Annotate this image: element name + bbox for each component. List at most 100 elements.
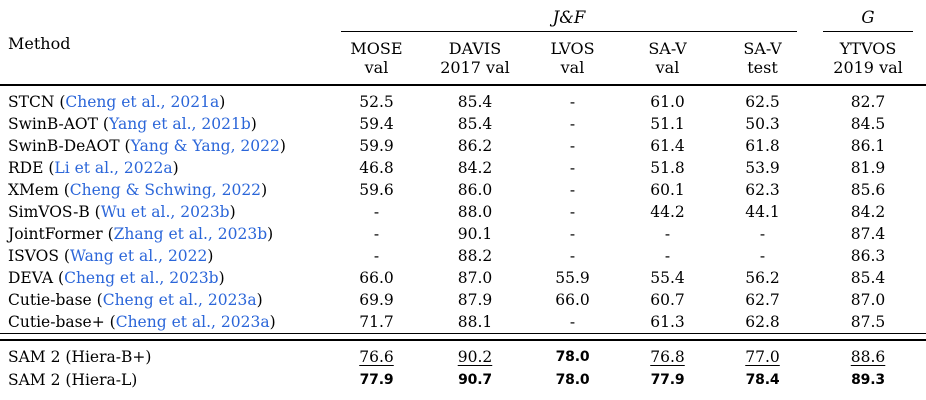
method-name: SimVOS-B	[8, 203, 95, 221]
value-cell: 61.3	[650, 313, 685, 331]
citation-close-paren: )	[172, 159, 179, 177]
method-name: ISVOS	[8, 247, 64, 265]
metric-value: 78.0	[555, 372, 590, 388]
method-name: Cutie-base+	[8, 313, 110, 331]
value-cell: 78.4	[715, 368, 810, 391]
table-row: Cutie-base+ (Cheng et al., 2023a) 71.7 88.…	[0, 311, 926, 334]
method-cell: RDE (Li et al., 2022a)	[0, 157, 328, 179]
value-cell: 87.5	[850, 313, 886, 331]
value-cell: 76.6	[328, 340, 425, 368]
citation-link[interactable]: Yang & Yang, 2022	[130, 137, 280, 155]
citation-open-paren: (	[63, 181, 70, 199]
citation-close-paren: )	[279, 137, 286, 155]
method-name: SAM 2 (Hiera-B+)	[8, 347, 152, 366]
value-cell: 76.8	[620, 340, 715, 368]
value-cell: -	[569, 225, 576, 243]
citation-link[interactable]: Li et al., 2022a	[54, 159, 173, 177]
value-cell: 62.5	[745, 93, 780, 111]
table-row: DEVA (Cheng et al., 2023b) 66.0 87.0 55.9 55…	[0, 267, 926, 289]
value-cell: -	[759, 225, 766, 243]
citation-close-paren: )	[261, 181, 268, 199]
method-name: SAM 2 (Hiera-L)	[8, 370, 138, 389]
value-cell: 77.9	[328, 368, 425, 391]
citation-link[interactable]: Wu et al., 2023b	[100, 203, 230, 221]
citation-open-paren: (	[124, 137, 131, 155]
value-cell: 86.3	[850, 247, 886, 265]
method-name: Cutie-base	[8, 291, 97, 309]
table-row: JointFormer (Zhang et al., 2023b) - 90.1 - -…	[0, 223, 926, 245]
citation-link[interactable]: Wang et al., 2022	[69, 247, 208, 265]
metric-value: 89.3	[851, 372, 885, 388]
value-cell: 90.2	[425, 340, 525, 368]
method-cell: SAM 2 (Hiera-L)	[0, 368, 328, 391]
value-cell: 62.7	[745, 291, 780, 309]
value-cell: 87.4	[850, 225, 886, 243]
table-row: SAM 2 (Hiera-B+) 76.6 90.2 78.0 76.8 77.0 88.6	[0, 340, 926, 368]
method-name: RDE	[8, 159, 49, 177]
col-header-mose: MOSE	[350, 39, 403, 58]
citation-open-paren: (	[109, 313, 116, 331]
metric-value: 77.9	[650, 372, 685, 388]
value-cell: -	[569, 115, 576, 133]
table-header: Method J&F G MOSE DAVIS LVOS SA-V SA-V Y…	[0, 2, 926, 86]
citation-open-paren: (	[107, 225, 114, 243]
value-cell: 77.9	[620, 368, 715, 391]
method-name: SwinB-AOT	[8, 115, 103, 133]
col-sub-mose: val	[328, 58, 425, 86]
metric-value: 76.8	[650, 347, 685, 366]
method-cell: SimVOS-B (Wu et al., 2023b)	[0, 201, 328, 223]
value-cell: 90.1	[457, 225, 493, 243]
table-row: ISVOS (Wang et al., 2022) - 88.2 - - - 86.3	[0, 245, 926, 267]
value-cell: 55.4	[650, 269, 685, 287]
value-cell: -	[373, 203, 380, 221]
method-cell: JointFormer (Zhang et al., 2023b)	[0, 223, 328, 245]
citation-link[interactable]: Cheng et al., 2021a	[65, 93, 220, 111]
value-cell: -	[664, 225, 671, 243]
method-name: SwinB-DeAOT	[8, 137, 125, 155]
value-cell: 66.0	[359, 269, 394, 287]
value-cell: 44.2	[650, 203, 685, 221]
citation-link[interactable]: Cheng et al., 2023a	[102, 291, 257, 309]
value-cell: -	[569, 247, 576, 265]
value-cell: 86.0	[457, 181, 493, 199]
citation-open-paren: (	[59, 93, 66, 111]
metric-value: 78.0	[555, 349, 590, 365]
value-cell: -	[569, 203, 576, 221]
col-header-sav-test: SA-V	[743, 39, 782, 58]
divider-rule	[0, 333, 926, 341]
method-name: STCN	[8, 93, 60, 111]
value-cell: 66.0	[555, 291, 590, 309]
value-cell: 85.4	[457, 115, 493, 133]
value-cell: -	[569, 137, 576, 155]
citation-link[interactable]: Cheng & Schwing, 2022	[69, 181, 262, 199]
citation-link[interactable]: Yang et al., 2021b	[108, 115, 251, 133]
value-cell: 71.7	[359, 313, 394, 331]
citation-link[interactable]: Cheng et al., 2023b	[64, 269, 219, 287]
citation-link[interactable]: Zhang et al., 2023b	[113, 225, 268, 243]
method-column-header: Method	[0, 2, 328, 86]
value-cell: -	[373, 225, 380, 243]
citation-close-paren: )	[219, 93, 226, 111]
col-sub-davis: 2017 val	[425, 58, 525, 86]
method-cell: SwinB-AOT (Yang et al., 2021b)	[0, 113, 328, 135]
value-cell: 81.9	[850, 159, 886, 177]
method-cell: XMem (Cheng & Schwing, 2022)	[0, 179, 328, 201]
metric-value: 77.9	[359, 372, 394, 388]
metric-value: 90.2	[457, 347, 493, 366]
value-cell: 87.0	[457, 269, 493, 287]
value-cell: 52.5	[359, 93, 394, 111]
value-cell: -	[664, 247, 671, 265]
value-cell: 88.0	[457, 203, 493, 221]
citation-close-paren: )	[207, 247, 214, 265]
citation-link[interactable]: Cheng et al., 2023a	[115, 313, 270, 331]
citation-open-paren: (	[58, 269, 65, 287]
col-header-sav-val: SA-V	[648, 39, 687, 58]
value-cell: 44.1	[745, 203, 780, 221]
value-cell: 69.9	[359, 291, 394, 309]
table-row: SimVOS-B (Wu et al., 2023b) - 88.0 - 44.2 44.…	[0, 201, 926, 223]
paper-table-page: Method J&F G MOSE DAVIS LVOS SA-V SA-V Y…	[0, 2, 926, 391]
method-name: JointFormer	[8, 225, 108, 243]
citation-close-paren: )	[267, 225, 274, 243]
method-cell: STCN (Cheng et al., 2021a)	[0, 85, 328, 113]
citation-close-paren: )	[256, 291, 263, 309]
